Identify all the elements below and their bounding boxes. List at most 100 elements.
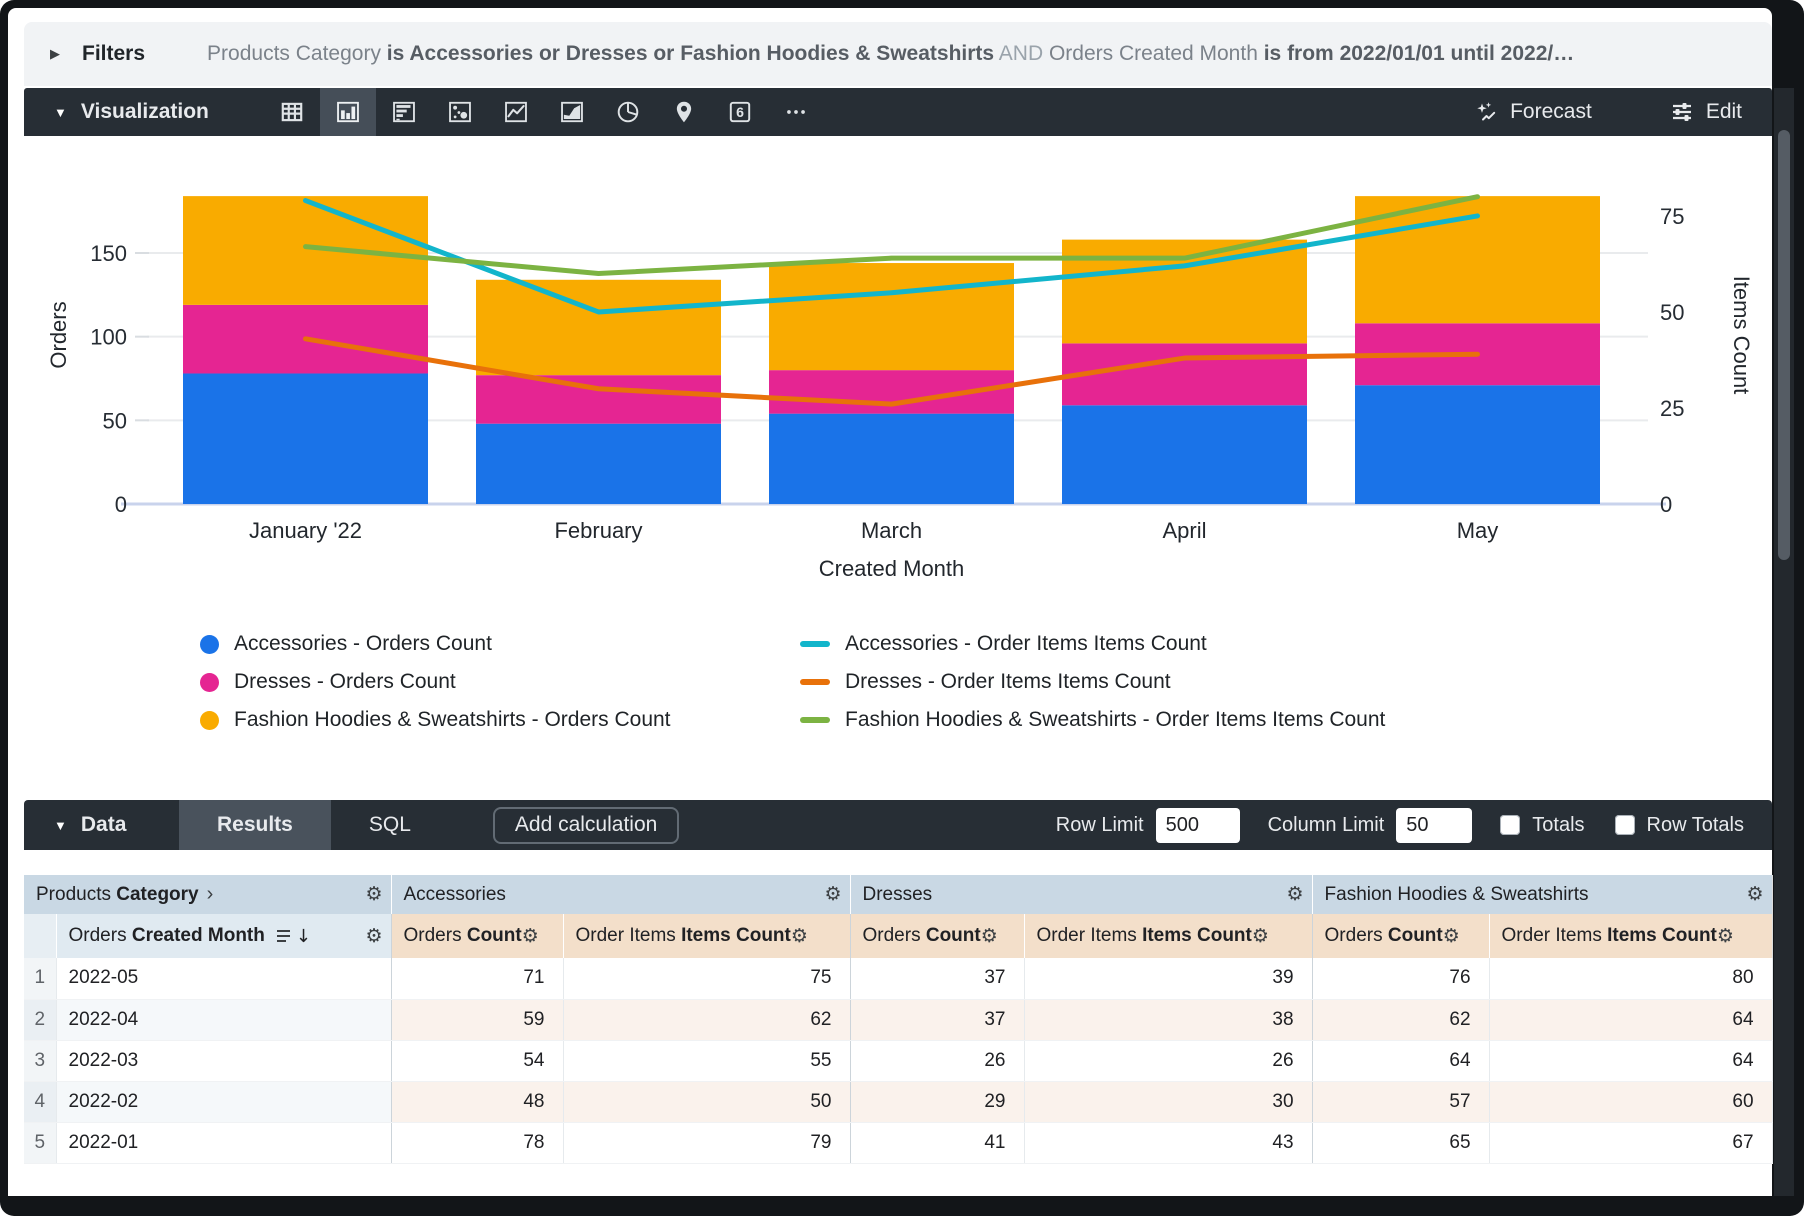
bar-segment[interactable]	[1062, 239, 1307, 344]
cell-value[interactable]: 64	[1312, 1040, 1490, 1082]
gear-icon[interactable]: ⚙	[980, 924, 998, 947]
tab-sql[interactable]: SQL	[368, 813, 411, 836]
cell-value[interactable]: 64	[1489, 1040, 1773, 1082]
visualization-collapse-icon[interactable]: ▼	[54, 104, 67, 120]
column-header-measure[interactable]: Orders Count ⚙	[850, 914, 1025, 958]
bar-segment[interactable]	[183, 196, 428, 305]
cell-value[interactable]: 60	[1489, 1081, 1773, 1123]
cell-value[interactable]: 71	[391, 958, 564, 1000]
cell-value[interactable]: 62	[1312, 999, 1490, 1041]
subtotal-icon[interactable]	[275, 928, 292, 944]
single-value-icon[interactable]: 6	[712, 88, 768, 136]
line-series[interactable]	[303, 336, 1480, 407]
bar-segment[interactable]	[769, 413, 1014, 504]
cell-value[interactable]: 64	[1489, 999, 1773, 1041]
legend-item[interactable]: Fashion Hoodies & Sweatshirts - Order It…	[800, 708, 1385, 732]
gear-icon[interactable]: ⚙	[1746, 883, 1764, 905]
cell-value[interactable]: 62	[563, 999, 851, 1041]
data-header[interactable]: ▼ Data	[24, 813, 179, 837]
filters-bar[interactable]: ▶ Filters Products Category is Accessori…	[24, 22, 1772, 86]
legend-item[interactable]: Accessories - Orders Count	[200, 632, 800, 656]
filters-expand-icon[interactable]: ▶	[50, 46, 60, 61]
row-limit-input[interactable]	[1155, 807, 1240, 843]
edit-button[interactable]: Edit	[1670, 100, 1742, 124]
cell-value[interactable]: 37	[850, 999, 1025, 1041]
gear-icon[interactable]: ⚙	[1442, 924, 1460, 947]
cell-month[interactable]: 2022-01	[56, 1122, 392, 1164]
cell-value[interactable]: 79	[563, 1122, 851, 1164]
cell-value[interactable]: 26	[1024, 1040, 1313, 1082]
add-calculation-button[interactable]: Add calculation	[492, 806, 680, 844]
column-header-measure[interactable]: Order Items Items Count ⚙	[1489, 914, 1773, 958]
legend-item[interactable]: Dresses - Order Items Items Count	[800, 670, 1385, 694]
row-totals-checkbox[interactable]	[1614, 815, 1635, 835]
column-header-measure[interactable]: Order Items Items Count ⚙	[1024, 914, 1313, 958]
bar-segment[interactable]	[476, 279, 721, 376]
bar-segment[interactable]	[476, 423, 721, 504]
scatter-plot-icon[interactable]	[432, 88, 488, 136]
cell-value[interactable]: 78	[391, 1122, 564, 1164]
cell-value[interactable]: 50	[563, 1081, 851, 1123]
cell-value[interactable]: 37	[850, 958, 1025, 1000]
gear-icon[interactable]: ⚙	[824, 883, 842, 905]
cell-value[interactable]: 30	[1024, 1081, 1313, 1123]
gear-icon[interactable]: ⚙	[1286, 883, 1304, 905]
more-chart-types-icon[interactable]	[768, 88, 824, 136]
legend-item[interactable]: Fashion Hoodies & Sweatshirts - Orders C…	[200, 708, 800, 732]
gear-icon[interactable]: ⚙	[790, 924, 808, 947]
cell-value[interactable]: 26	[850, 1040, 1025, 1082]
bar-segment[interactable]	[476, 375, 721, 424]
bar-segment[interactable]	[1062, 405, 1307, 504]
forecast-button[interactable]: Forecast	[1474, 100, 1592, 124]
table-icon[interactable]	[264, 88, 320, 136]
column-header-measure[interactable]: Orders Count ⚙	[391, 914, 564, 958]
bar-segment[interactable]	[1355, 385, 1600, 504]
bar-segment[interactable]	[769, 263, 1014, 371]
legend-item[interactable]: Accessories - Order Items Items Count	[800, 632, 1385, 656]
data-collapse-icon[interactable]: ▼	[54, 817, 67, 833]
vertical-scrollbar-thumb[interactable]	[1778, 130, 1790, 560]
column-limit-input[interactable]	[1396, 807, 1473, 843]
area-chart-icon[interactable]	[544, 88, 600, 136]
tab-results[interactable]: Results	[179, 800, 331, 850]
group-header[interactable]: Fashion Hoodies & Sweatshirts ⚙	[1312, 875, 1773, 914]
line-series[interactable]	[303, 198, 1480, 315]
line-chart-icon[interactable]	[488, 88, 544, 136]
cell-value[interactable]: 75	[563, 958, 851, 1000]
gear-icon[interactable]: ⚙	[1251, 924, 1269, 947]
pie-chart-icon[interactable]	[600, 88, 656, 136]
map-icon[interactable]	[656, 88, 712, 136]
cell-value[interactable]: 65	[1312, 1122, 1490, 1164]
group-header[interactable]: Accessories ⚙	[391, 875, 851, 914]
gear-icon[interactable]: ⚙	[1716, 924, 1734, 947]
cell-month[interactable]: 2022-04	[56, 999, 392, 1041]
totals-checkbox[interactable]	[1500, 815, 1521, 835]
gear-icon[interactable]: ⚙	[365, 924, 383, 947]
cell-value[interactable]: 29	[850, 1081, 1025, 1123]
legend-item[interactable]: Dresses - Orders Count	[200, 670, 800, 694]
cell-value[interactable]: 43	[1024, 1122, 1313, 1164]
cell-month[interactable]: 2022-02	[56, 1081, 392, 1123]
bar-segment[interactable]	[1062, 343, 1307, 406]
cell-value[interactable]: 80	[1489, 958, 1773, 1000]
column-header-products-category[interactable]: Products Category › ⚙	[24, 875, 392, 914]
cell-month[interactable]: 2022-03	[56, 1040, 392, 1082]
line-series[interactable]	[303, 194, 1480, 277]
cell-value[interactable]: 48	[391, 1081, 564, 1123]
cell-value[interactable]: 57	[1312, 1081, 1490, 1123]
sort-desc-icon[interactable]: ↓	[295, 925, 311, 947]
vertical-scrollbar[interactable]	[1774, 88, 1794, 1196]
cell-value[interactable]: 41	[850, 1122, 1025, 1164]
bar-segment[interactable]	[183, 373, 428, 504]
cell-value[interactable]: 55	[563, 1040, 851, 1082]
cell-value[interactable]: 54	[391, 1040, 564, 1082]
bar-chart-icon[interactable]	[376, 88, 432, 136]
cell-value[interactable]: 59	[391, 999, 564, 1041]
cell-value[interactable]: 38	[1024, 999, 1313, 1041]
gear-icon[interactable]: ⚙	[521, 924, 539, 947]
combo-chart[interactable]: 0 50 100 150 0 25 50 75 January '22 February March…	[24, 136, 1772, 606]
visualization-header[interactable]: ▼ Visualization	[24, 100, 264, 124]
column-header-orders-created-month[interactable]: Orders Created Month ↓ ⚙	[56, 914, 392, 958]
column-chart-icon[interactable]	[320, 88, 376, 136]
group-header[interactable]: Dresses ⚙	[850, 875, 1313, 914]
